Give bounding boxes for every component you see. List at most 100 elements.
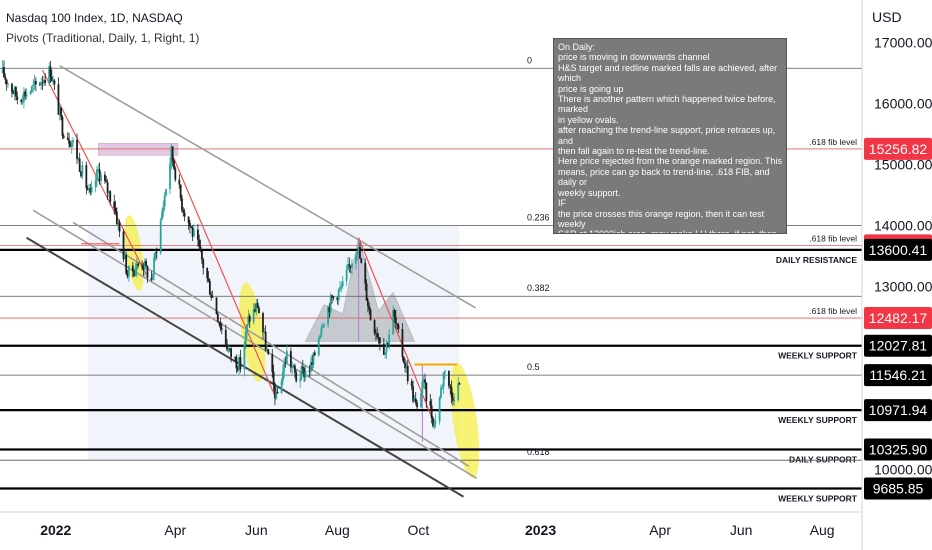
candle-body: [332, 297, 335, 299]
chart-title: Nasdaq 100 Index, 1D, NASDAQ: [6, 11, 183, 25]
channel-line-1: [59, 65, 476, 309]
candle-body: [438, 397, 441, 422]
candle-body: [90, 186, 93, 193]
candle-body: [448, 371, 450, 386]
candle-body: [444, 371, 446, 373]
candle-body: [421, 381, 424, 394]
candle-body: [348, 264, 351, 266]
candle-body: [88, 188, 90, 191]
candle-body: [178, 179, 181, 185]
candle-body: [402, 356, 405, 363]
candle-body: [430, 405, 433, 419]
candle-body: [174, 168, 177, 180]
price-series: [1, 60, 461, 430]
candle-body: [30, 86, 33, 92]
candle-body: [49, 66, 52, 77]
candle-body: [236, 368, 239, 371]
candle-body: [359, 247, 361, 259]
candle-body: [142, 267, 145, 270]
price-badge-label-4: 12482.17: [869, 310, 928, 326]
level-label-6: 0.382: [527, 283, 550, 293]
note-line: the price crosses this orange region, th…: [558, 208, 765, 229]
candle-body: [24, 91, 27, 97]
candle-body: [328, 307, 331, 313]
analysis-note[interactable]: On Daily: price is moving in downwards ch…: [553, 38, 787, 234]
candle-body: [355, 254, 357, 264]
candle-body: [200, 250, 203, 260]
candle-body: [312, 352, 315, 366]
level-label-8: WEEKLY SUPPORT: [778, 351, 858, 361]
level-label-4: .618 fib level: [809, 233, 857, 243]
candle-body: [384, 352, 387, 355]
candle-body: [3, 66, 5, 78]
candle-body: [386, 342, 389, 345]
candle-body: [207, 278, 210, 281]
y-tick-label-1: 17000.00: [874, 35, 932, 51]
candle-body: [48, 66, 51, 84]
candle-body: [349, 265, 352, 268]
candle-body: [266, 349, 268, 351]
annotation-shapes: [87, 142, 480, 479]
candle-body: [68, 139, 70, 144]
candle-body: [368, 306, 371, 310]
candle-body: [173, 160, 175, 169]
candle-body: [40, 82, 43, 85]
candle-body: [392, 310, 395, 335]
candle-body: [323, 324, 325, 328]
candle-body: [275, 391, 278, 399]
candle-body: [327, 307, 329, 325]
candle-body: [337, 289, 340, 301]
note-line: Here price rejected from the orange mark…: [558, 156, 782, 167]
candle-body: [382, 343, 385, 355]
candle-body: [450, 387, 453, 398]
candle-body: [66, 137, 69, 140]
x-tick-label-8: Jun: [730, 522, 753, 538]
candle-body: [108, 191, 110, 194]
candle-body: [115, 211, 118, 225]
note-line: then fall again to re-test the trend-lin…: [558, 146, 710, 157]
candle-body: [80, 171, 82, 177]
candle-body: [96, 169, 98, 181]
price-badges: 15256.8213674.1013600.4112482.1712027.81…: [864, 137, 932, 500]
candle-body: [4, 77, 7, 80]
x-axis: 2022 Apr Jun Aug Oct 2023 Apr Jun Aug: [0, 511, 862, 538]
price-badge-4: [864, 307, 932, 330]
candle-body: [133, 271, 136, 276]
candle-body: [254, 309, 256, 312]
candle-body: [21, 101, 24, 103]
price-badge-label-8: 10325.90: [869, 441, 928, 457]
candle-body: [70, 142, 73, 147]
candle-body: [301, 366, 304, 369]
x-tick-label-5: Oct: [407, 522, 429, 538]
candle-body: [117, 222, 120, 225]
candle-body: [42, 80, 45, 84]
candle-body: [340, 286, 343, 288]
candle-body: [69, 143, 72, 147]
x-tick-label-3: Jun: [245, 522, 268, 538]
candle-body: [38, 84, 41, 85]
note-line: IF: [558, 198, 566, 209]
candle-body: [161, 212, 163, 220]
candle-body: [208, 280, 211, 295]
candle-body: [262, 313, 264, 333]
candle-body: [182, 210, 185, 213]
candle-body: [224, 329, 227, 345]
candle-body: [81, 165, 84, 177]
rejection-box: [98, 142, 179, 156]
candle-body: [97, 169, 100, 171]
candle-body: [331, 295, 333, 298]
candle-body: [341, 280, 344, 287]
candle-body: [356, 250, 359, 255]
candle-body: [11, 83, 13, 93]
candle-body: [329, 295, 332, 313]
candle-body: [183, 212, 186, 217]
candle-body: [34, 81, 37, 85]
note-line: H&S target and redline marked falls are …: [558, 62, 778, 84]
candle-body: [291, 366, 294, 368]
yellow-oval-1: [124, 215, 144, 291]
candle-body: [313, 352, 316, 356]
candle-body: [282, 371, 284, 382]
note-line: There is another pattern which happened …: [558, 94, 776, 115]
candle-body: [345, 269, 348, 281]
